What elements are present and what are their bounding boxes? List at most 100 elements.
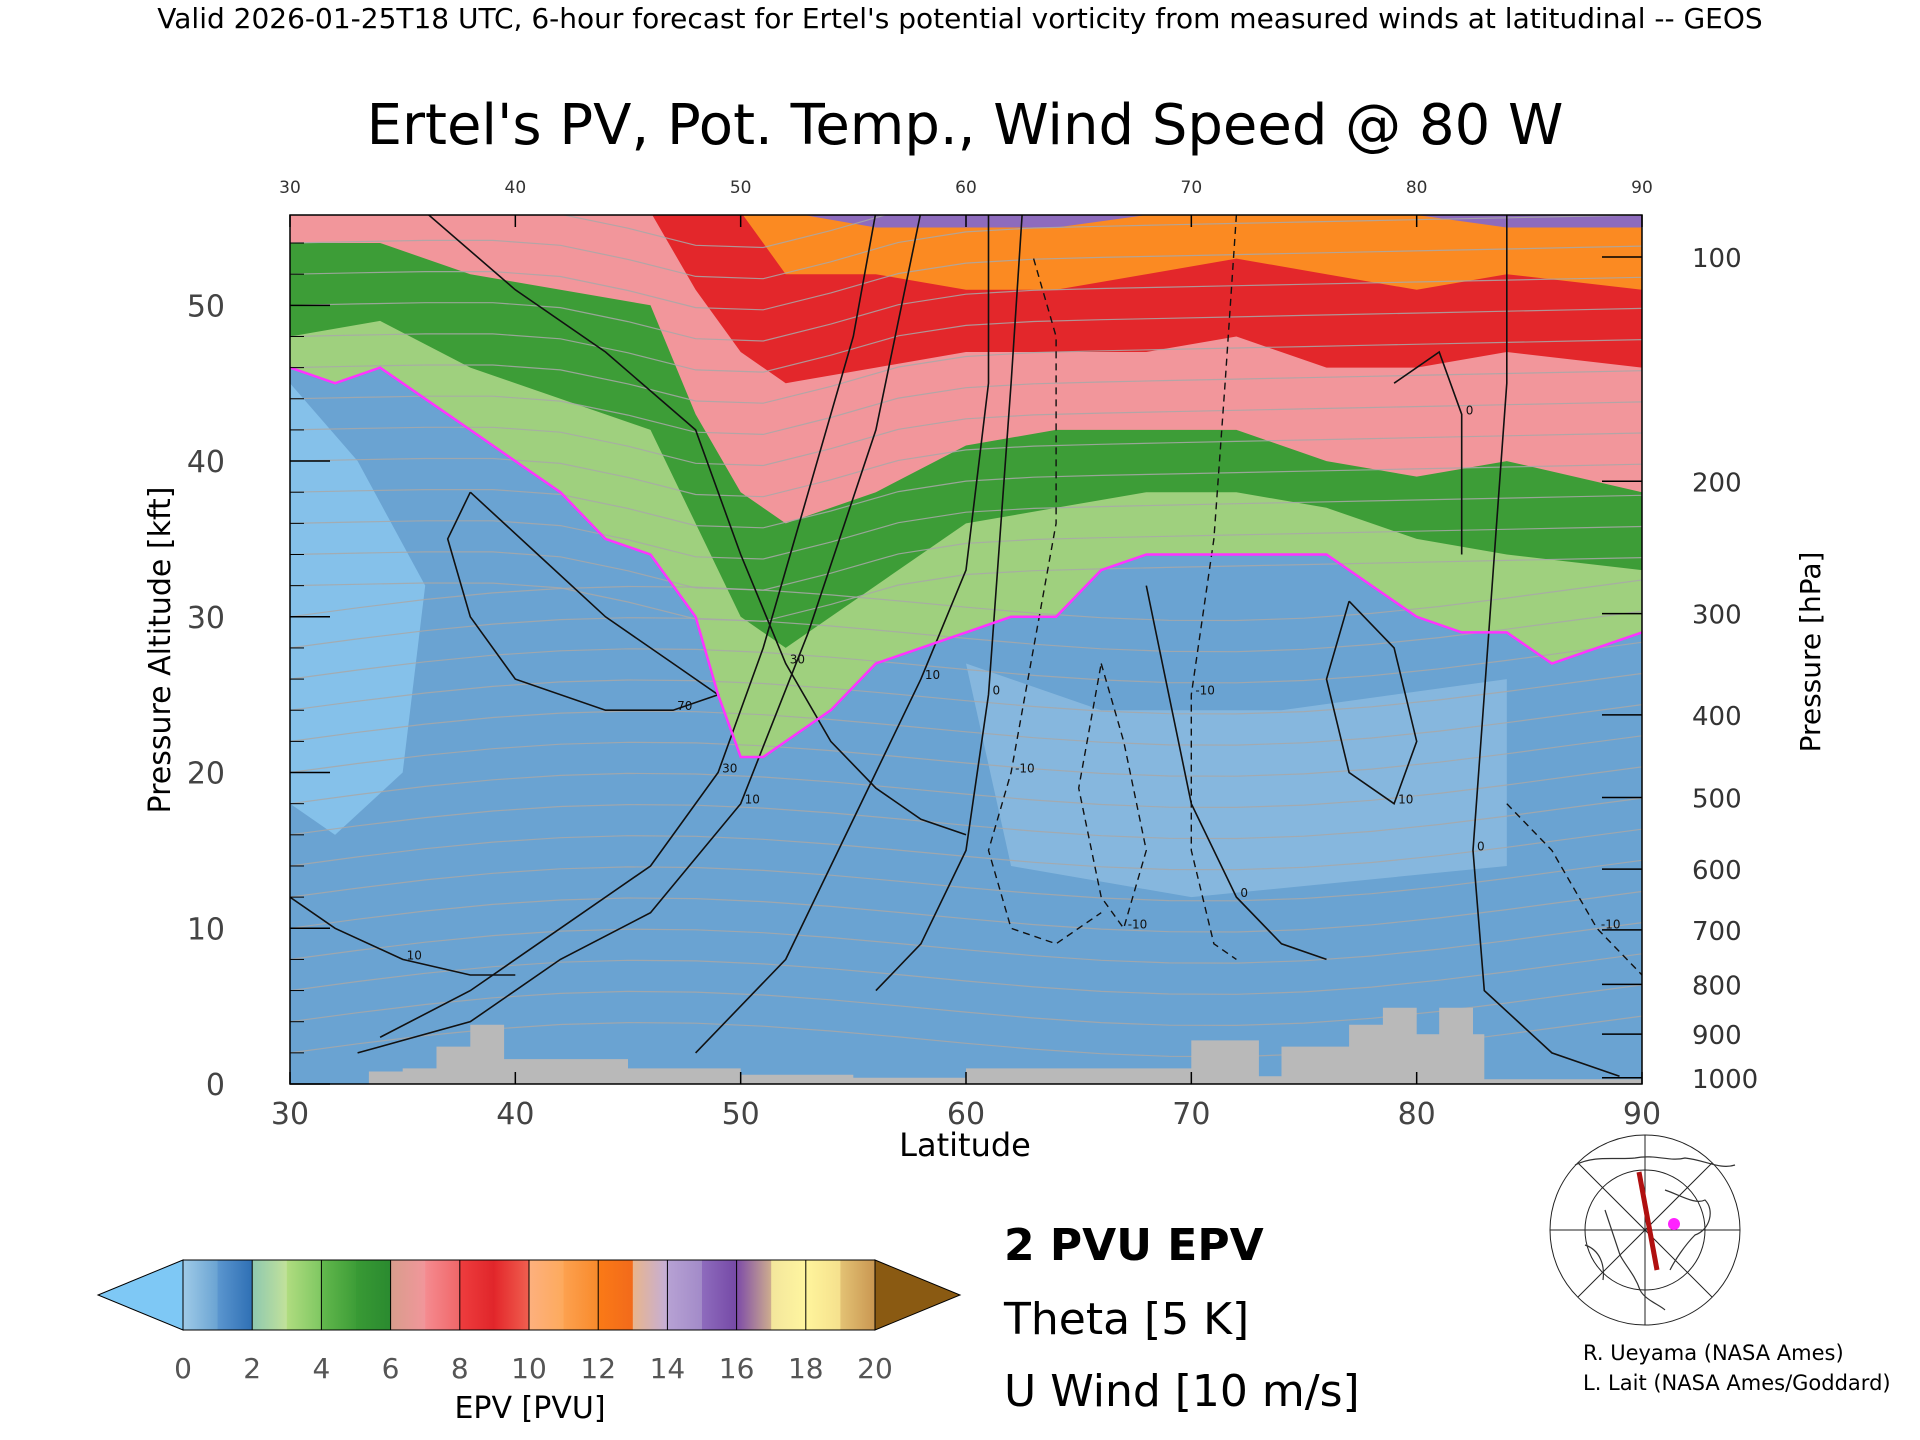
y2-axis-label: Pressure [hPa] xyxy=(1794,552,1827,753)
colorbar-tick-label: 10 xyxy=(511,1352,547,1385)
colorbar-over-arrow xyxy=(874,1259,962,1331)
pressure-tick-label: 200 xyxy=(1692,468,1742,498)
wind-contour-solid xyxy=(357,215,922,1054)
wind-contour-label: -10 xyxy=(1195,684,1215,698)
wind-contour-solid xyxy=(1472,215,1620,1077)
theta-contour xyxy=(290,641,1642,684)
colorbar-segment xyxy=(840,1260,876,1330)
colorbar-tick-label: 20 xyxy=(857,1352,893,1385)
colorbar-tick-label: 18 xyxy=(788,1352,824,1385)
colorbar-tick-label: 2 xyxy=(243,1352,261,1385)
theta-contour xyxy=(290,525,1642,591)
x-axis-label: Latitude xyxy=(899,1126,1031,1164)
wind-contour-label: 10 xyxy=(745,793,760,807)
terrain-layer xyxy=(368,1007,1642,1084)
map-coastline-icon xyxy=(1574,1156,1736,1311)
wind-contour-dashed xyxy=(987,258,1102,945)
wind-contour-dashed xyxy=(1506,803,1642,976)
terrain-fill xyxy=(368,1007,1642,1084)
colorbar-tick-label: 6 xyxy=(382,1352,400,1385)
colorbar-segment xyxy=(667,1260,703,1330)
y-axis-left: 0 10 20 30 40 50 xyxy=(187,242,330,1103)
colorbar-segment xyxy=(494,1260,530,1330)
pressure-tick-label: 100 xyxy=(1692,244,1742,274)
x-top-tick-label: 90 xyxy=(1631,178,1653,198)
colorbar-tick-label: 8 xyxy=(451,1352,469,1385)
y-tick-label: 0 xyxy=(206,1068,225,1103)
theta-contour xyxy=(290,953,1642,995)
legend-entry-theta: Theta [5 K] xyxy=(1003,1294,1249,1345)
theta-contour xyxy=(290,672,1642,715)
theta-contour xyxy=(290,276,1642,342)
pv-low-patch-center xyxy=(966,663,1507,898)
wind-contour-label: -10 xyxy=(1128,917,1148,931)
pressure-tick-label: 700 xyxy=(1692,917,1742,947)
colorbar-segment xyxy=(459,1260,495,1330)
y-tick-label: 40 xyxy=(187,445,225,480)
x-axis-bottom: 30 40 50 60 70 80 90 xyxy=(271,1072,1661,1132)
theta-contour xyxy=(290,859,1642,902)
pv-fill-layers xyxy=(290,215,1642,898)
colorbar-segment xyxy=(286,1260,322,1330)
wind-contour-solid xyxy=(695,215,990,1054)
map-marker-icon xyxy=(1668,1218,1680,1230)
pv-fill-13-16 xyxy=(742,215,1642,290)
pv-fill-16-20 xyxy=(803,215,1642,228)
pressure-tick-label: 1000 xyxy=(1692,1065,1758,1095)
wind-contour-dashed xyxy=(1077,663,1148,930)
colorbar-segment xyxy=(736,1260,772,1330)
colorbar-segment xyxy=(771,1260,807,1330)
wind-contour-label: 30 xyxy=(722,762,737,776)
pressure-tick-label: 900 xyxy=(1692,1021,1742,1051)
y-tick-label: 50 xyxy=(187,289,225,324)
legend-entry-pv: 2 PVU EPV xyxy=(1004,1220,1264,1271)
credit-line-2: L. Lait (NASA Ames/Goddard) xyxy=(1583,1371,1891,1395)
theta-contour xyxy=(290,579,1642,622)
wind-contour-label: -10 xyxy=(1015,762,1035,776)
pressure-tick-label: 500 xyxy=(1692,784,1742,814)
legend-entry-wind: U Wind [10 m/s] xyxy=(1004,1366,1360,1417)
inset-map xyxy=(1545,1134,1745,1326)
colorbar-segment xyxy=(390,1260,426,1330)
theta-contour xyxy=(290,766,1642,809)
colorbar: 0 2 4 6 8 10 12 14 16 18 20 xyxy=(96,1259,962,1385)
wind-contour-label: -10 xyxy=(1601,917,1621,931)
pressure-tick-label: 600 xyxy=(1692,856,1742,886)
pressure-tick-label: 800 xyxy=(1692,971,1742,1001)
y-tick-label: 20 xyxy=(187,757,225,792)
y-tick-label: 30 xyxy=(187,601,225,636)
theta-contour xyxy=(290,704,1642,746)
wind-contour-solid xyxy=(1393,350,1463,555)
colorbar-segment xyxy=(252,1260,288,1330)
colorbar-tick-label: 12 xyxy=(580,1352,616,1385)
theta-contour xyxy=(290,401,1642,467)
theta-contour xyxy=(290,610,1642,653)
wind-contour-dashed xyxy=(1190,215,1238,960)
wind-contour-solid xyxy=(875,215,1023,992)
wind-contour-solid xyxy=(427,215,967,836)
x-top-tick-label: 50 xyxy=(730,178,752,198)
x-tick-label: 70 xyxy=(1172,1097,1210,1132)
x-top-tick-label: 60 xyxy=(955,178,977,198)
wind-contour-label: 0 xyxy=(993,684,1001,698)
colorbar-segment xyxy=(217,1260,253,1330)
wind-contour-label: 0 xyxy=(1477,839,1485,853)
theta-contours xyxy=(290,215,1642,1058)
x-tick-label: 40 xyxy=(496,1097,534,1132)
colorbar-tick-label: 0 xyxy=(174,1352,192,1385)
pressure-tick-label: 400 xyxy=(1692,702,1742,732)
x-axis-top: 30 40 50 60 70 80 90 xyxy=(279,178,1653,227)
x-top-tick-label: 30 xyxy=(279,178,301,198)
wind-contour-solid xyxy=(379,215,877,1039)
x-tick-label: 80 xyxy=(1398,1097,1436,1132)
x-top-tick-label: 80 xyxy=(1406,178,1428,198)
colorbar-label: EPV [PVU] xyxy=(454,1391,605,1426)
colorbar-segment xyxy=(425,1260,461,1330)
x-tick-label: 90 xyxy=(1623,1097,1661,1132)
x-tick-label: 60 xyxy=(947,1097,985,1132)
wind-contour-solid xyxy=(446,491,720,711)
map-section-line xyxy=(1636,1171,1660,1271)
